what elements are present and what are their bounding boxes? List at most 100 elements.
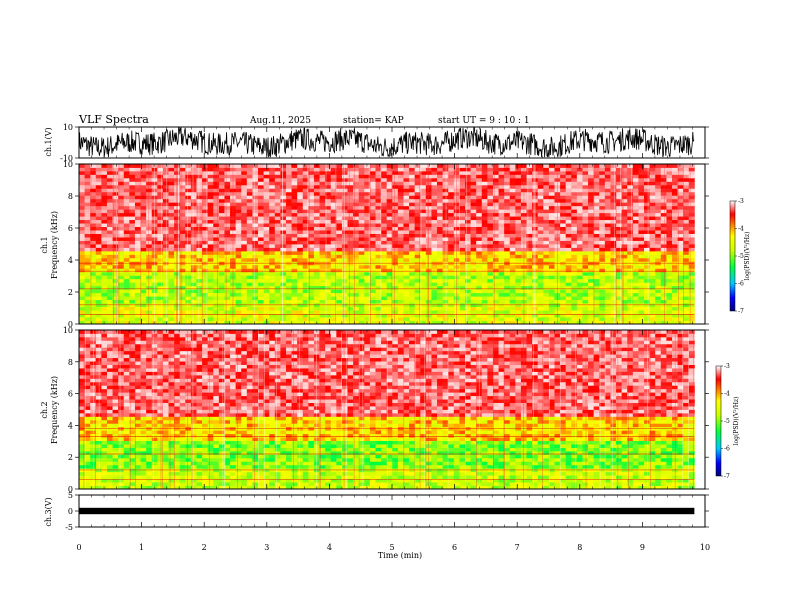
ch1-spectrogram-cell	[465, 275, 471, 280]
ch1-spectrogram-cell	[258, 278, 264, 283]
ch1-spectrogram-cell	[560, 226, 567, 231]
ch1-spectrogram-cell	[459, 285, 466, 290]
ch1-spectrogram-cell	[118, 230, 125, 234]
ch1-spectrogram-cell	[123, 285, 130, 290]
ch1-spectrogram-cell	[649, 278, 656, 283]
ch1-spectrogram-cell	[95, 278, 102, 283]
ch1-spectrogram-cell	[157, 209, 164, 214]
ch1-spectrogram-cell	[621, 313, 628, 318]
ch1-spectrogram-cell	[660, 296, 667, 301]
ch1-spectrogram-cell	[526, 188, 533, 193]
ch1-spectrogram-cell	[588, 247, 595, 252]
ch1-spectrogram-cell	[213, 250, 220, 255]
ch1-spectrogram-cell	[616, 320, 623, 325]
ch1-spectrogram-cell	[196, 257, 203, 262]
ch1-spectrogram-cell	[403, 320, 410, 325]
ch1-spectrogram-cell	[118, 299, 125, 304]
ch1-spectrogram-cell	[258, 216, 264, 221]
ch1-spectrogram-cell	[79, 191, 85, 196]
ch1-spectrogram-cell	[560, 195, 567, 200]
ch1-spectrogram-cell	[492, 212, 499, 217]
ch1-spectrogram-cell	[79, 195, 85, 200]
ch1-spectrogram-cell	[599, 254, 606, 259]
ch1-spectrogram-cell	[571, 275, 578, 280]
ch1-spectrogram-cell	[364, 299, 371, 304]
ch1-spectrogram-cell	[644, 184, 650, 189]
ch1-spectrogram-cell	[392, 264, 399, 269]
ch1-spectrogram-cell	[616, 317, 623, 321]
ch1-spectrogram-cell	[610, 219, 617, 224]
ch1-spectrogram-cell	[297, 167, 304, 172]
ch1-spectrogram-cell	[213, 233, 220, 238]
ch1-spectrogram-cell	[241, 306, 248, 311]
ch1-spectrogram-cell	[364, 264, 371, 269]
ch1-spectrogram-cell	[302, 223, 309, 228]
ch1-spectrogram-cell	[369, 188, 376, 193]
ch1-spectrogram-cell	[655, 212, 662, 217]
ch1-spectrogram-cell	[381, 254, 388, 259]
ch1-spectrogram-cell	[560, 317, 567, 321]
ch1-spectrogram-cell	[476, 233, 483, 238]
ch1-spectrogram-cell	[134, 209, 141, 214]
ch1-spectrogram-cell	[302, 202, 309, 207]
ch1-spectrogram-cell	[79, 299, 85, 304]
ch1-spectrogram-cell	[604, 271, 611, 276]
ch1-spectrogram-cell	[319, 212, 326, 217]
ch1-spectrogram-cell	[576, 205, 583, 210]
ch1-spectrogram-cell	[688, 184, 695, 189]
ch1-spectrogram-cell	[481, 264, 488, 269]
ch1-spectrogram-cell	[414, 285, 421, 290]
ch1-spectrogram-cell	[235, 202, 242, 207]
ch1-spectrogram-cell	[258, 282, 264, 287]
ch1-spectrogram-cell	[269, 317, 276, 321]
ch1-spectrogram-cell	[274, 282, 281, 287]
ch1-spectrogram-cell	[269, 195, 276, 200]
ch1-spectrogram-cell	[649, 205, 656, 210]
ch1-spectrogram-cell	[660, 264, 667, 269]
ch1-spectrogram-cell	[638, 247, 645, 252]
ch1-spectrogram-cell	[515, 278, 522, 283]
ch1-spectrogram-cell	[285, 257, 292, 262]
ch1-spectrogram-cell	[386, 313, 393, 318]
ch1-spectrogram-cell	[560, 237, 567, 241]
ch1-spectrogram-cell	[213, 271, 220, 276]
ch1-spectrogram-cell	[297, 310, 304, 314]
ch1-spectrogram-cell	[207, 198, 214, 203]
ch1-spectrogram-cell	[677, 202, 684, 207]
ch1-spectrogram-cell	[671, 268, 678, 273]
ch1-spectrogram-cell	[157, 299, 164, 304]
ch1-spectrogram-cell	[101, 205, 108, 210]
ch1-spectrogram-cell	[263, 282, 270, 287]
ch1-spectrogram-cell	[604, 306, 611, 311]
ch1-spectrogram-cell	[498, 289, 505, 294]
ch1-spectrogram-cell	[330, 306, 337, 311]
ch1-spectrogram-cell	[241, 240, 248, 245]
ch1-spectrogram-cell	[118, 240, 125, 245]
ch1-spectrogram-cell	[644, 310, 650, 314]
ch1-spectrogram-cell	[353, 226, 360, 231]
ch1-spectrogram-cell	[313, 184, 320, 189]
ch1-spectrogram-cell	[297, 177, 304, 182]
ch1-spectrogram-cell	[655, 250, 662, 255]
ch1-spectrogram-cell	[582, 216, 589, 221]
ch1-spectrogram-cell	[565, 310, 572, 314]
ch1-spectrogram-cell	[515, 174, 522, 179]
ch1-spectrogram-cell	[621, 292, 628, 297]
ch1-spectrogram-cell	[459, 237, 466, 241]
ch1-spectrogram-cell	[610, 292, 617, 297]
ch1-spectrogram-cell	[375, 285, 382, 290]
ch1-spectrogram-cell	[671, 184, 678, 189]
ch1-spectrogram-cell	[638, 170, 645, 175]
ch1-spectrogram-cell	[140, 313, 147, 318]
ch1-spectrogram-cell	[235, 195, 242, 200]
ch1-spectrogram-cell	[409, 170, 416, 175]
ch1-spectrogram-cell	[369, 254, 376, 259]
ch1-spectrogram-cell	[369, 195, 376, 200]
ch1-spectrogram-cell	[235, 230, 242, 234]
ch1-spectrogram-cell	[576, 184, 583, 189]
ch1-spectrogram-cell	[241, 223, 248, 228]
ch1-spectrogram-cell	[392, 306, 399, 311]
ch1-spectrogram-cell	[140, 264, 147, 269]
ch1-spectrogram-cell	[504, 247, 511, 252]
ch1-spectrogram-cell	[431, 240, 438, 245]
